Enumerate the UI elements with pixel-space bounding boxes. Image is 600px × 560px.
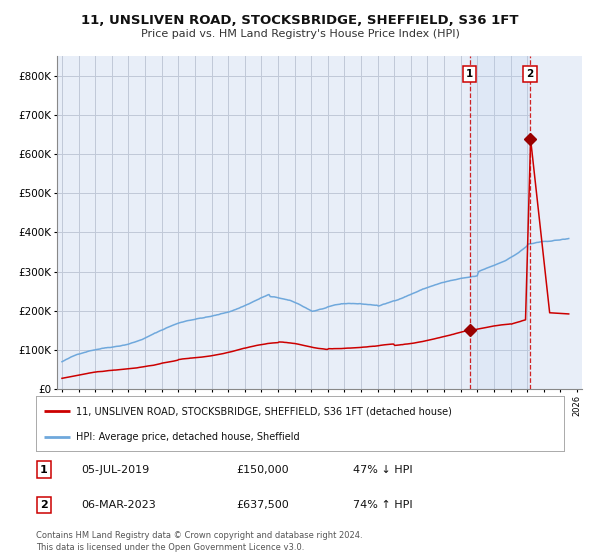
Text: 1: 1 <box>466 69 473 80</box>
Text: Price paid vs. HM Land Registry's House Price Index (HPI): Price paid vs. HM Land Registry's House … <box>140 29 460 39</box>
Text: 1: 1 <box>40 465 48 474</box>
Text: Contains HM Land Registry data © Crown copyright and database right 2024.
This d: Contains HM Land Registry data © Crown c… <box>36 531 362 552</box>
Text: 47% ↓ HPI: 47% ↓ HPI <box>353 465 412 474</box>
Text: 05-JUL-2019: 05-JUL-2019 <box>81 465 149 474</box>
Text: 2: 2 <box>526 69 533 80</box>
Text: 2: 2 <box>40 500 48 510</box>
Text: 11, UNSLIVEN ROAD, STOCKSBRIDGE, SHEFFIELD, S36 1FT (detached house): 11, UNSLIVEN ROAD, STOCKSBRIDGE, SHEFFIE… <box>76 407 451 416</box>
Bar <box>470 56 530 389</box>
Text: £150,000: £150,000 <box>236 465 289 474</box>
Bar <box>530 56 586 389</box>
Text: HPI: Average price, detached house, Sheffield: HPI: Average price, detached house, Shef… <box>76 432 299 442</box>
Text: 74% ↑ HPI: 74% ↑ HPI <box>353 500 412 510</box>
Text: 11, UNSLIVEN ROAD, STOCKSBRIDGE, SHEFFIELD, S36 1FT: 11, UNSLIVEN ROAD, STOCKSBRIDGE, SHEFFIE… <box>81 14 519 27</box>
Text: 06-MAR-2023: 06-MAR-2023 <box>81 500 155 510</box>
Text: £637,500: £637,500 <box>236 500 289 510</box>
